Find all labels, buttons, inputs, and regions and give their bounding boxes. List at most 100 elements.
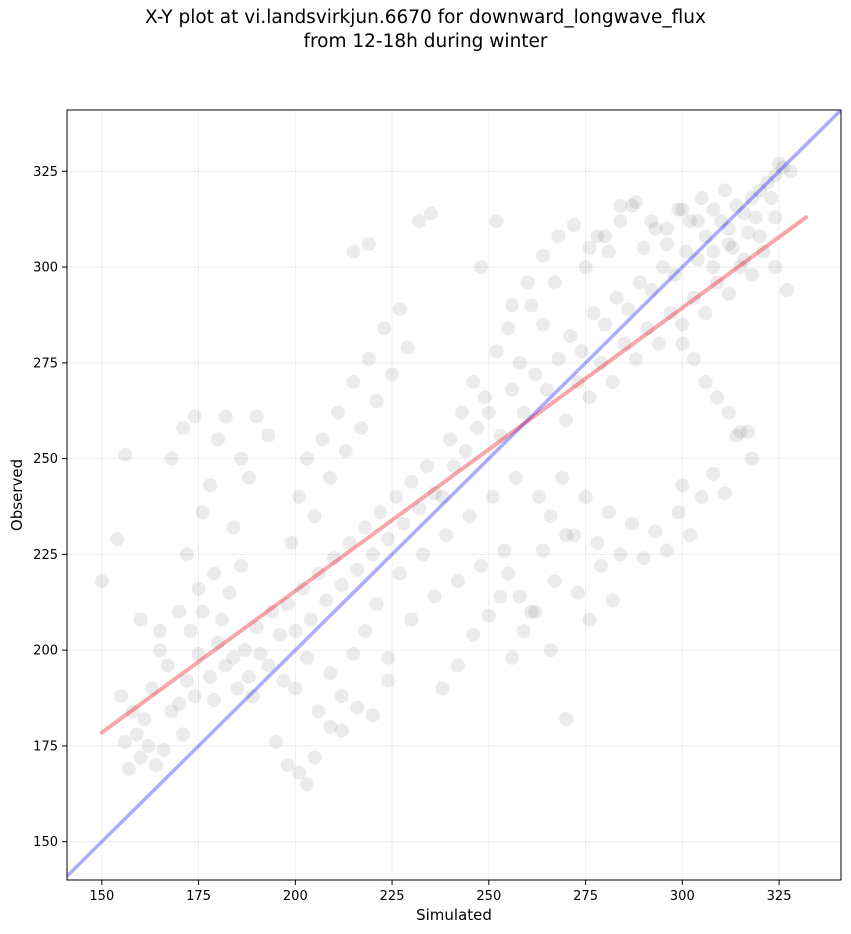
scatter-point (435, 489, 450, 504)
y-tick-label: 225 (33, 548, 58, 563)
scatter-point (528, 367, 543, 382)
scatter-point (280, 597, 295, 612)
scatter-point (400, 340, 415, 355)
scatter-point (733, 260, 748, 275)
scatter-point (721, 286, 736, 301)
scatter-point (636, 551, 651, 566)
scatter-point (721, 405, 736, 420)
scatter-point (377, 321, 392, 336)
scatter-point (597, 229, 612, 244)
x-tick-label: 250 (476, 889, 501, 904)
scatter-point (133, 612, 148, 627)
y-tick-label: 275 (33, 356, 58, 371)
scatter-point (149, 758, 164, 773)
scatter-point (307, 509, 322, 524)
scatter-point (501, 321, 516, 336)
scatter-point (334, 723, 349, 738)
scatter-point (427, 589, 442, 604)
x-tick-label: 175 (186, 889, 211, 904)
scatter-point (114, 689, 129, 704)
scatter-point (675, 336, 690, 351)
scatter-point (570, 585, 585, 600)
scatter-point (145, 681, 160, 696)
scatter-point (249, 620, 264, 635)
scatter-point (334, 578, 349, 593)
scatter-point (725, 240, 740, 255)
scatter-point (733, 424, 748, 439)
scatter-point (528, 604, 543, 619)
scatter-point (315, 432, 330, 447)
scatter-point (245, 689, 260, 704)
scatter-point (164, 451, 179, 466)
scatter-point (450, 574, 465, 589)
scatter-point (357, 623, 372, 638)
scatter-point (570, 374, 585, 389)
y-tick-label: 300 (33, 261, 58, 276)
scatter-point (760, 175, 775, 190)
scatter-point (183, 623, 198, 638)
scatter-point (94, 574, 109, 589)
y-tick-label: 325 (33, 165, 58, 180)
scatter-point (447, 459, 461, 474)
scatter-point (551, 352, 566, 367)
scatter-point (543, 509, 558, 524)
scatter-point (268, 735, 283, 750)
scatter-point (319, 593, 334, 608)
scatter-point (118, 447, 133, 462)
scatter-point (381, 650, 396, 665)
scatter-point (388, 489, 403, 504)
scatter-point (412, 501, 427, 516)
scatter-point (210, 635, 225, 650)
scatter-point (129, 727, 144, 742)
scatter-point (617, 336, 632, 351)
scatter-point (137, 712, 152, 727)
x-axis-label: Simulated (416, 906, 492, 924)
scatter-point (152, 643, 167, 658)
scatter-point (659, 237, 674, 252)
scatter-point (686, 352, 701, 367)
scatter-point (563, 329, 578, 344)
scatter-point (288, 681, 303, 696)
scatter-point (226, 650, 241, 665)
scatter-point (466, 627, 481, 642)
scatter-point (706, 244, 721, 259)
scatter-point (679, 244, 694, 259)
scatter-point (450, 658, 465, 673)
scatter-point (690, 214, 705, 229)
scatter-point (303, 612, 318, 627)
y-axis-label: Observed (8, 459, 26, 531)
scatter-point (396, 516, 411, 531)
scatter-point (261, 428, 276, 443)
scatter-point (597, 317, 612, 332)
chart-title: X-Y plot at vi.landsvirkjun.6670 for dow… (145, 7, 706, 52)
scatter-point (744, 451, 759, 466)
scatter-point (508, 470, 523, 485)
scatter-point (625, 516, 640, 531)
scatter-point (729, 198, 744, 213)
scatter-point (675, 317, 690, 332)
scatter-point (373, 505, 388, 520)
grid (67, 110, 841, 880)
scatter-point (729, 428, 744, 443)
scatter-point (516, 405, 531, 420)
scatter-point (613, 214, 628, 229)
scatter-point (385, 367, 400, 382)
scatter-point (783, 164, 798, 179)
scatter-point (566, 528, 581, 543)
scatter-point (466, 374, 481, 389)
scatter-point (628, 194, 643, 209)
scatter-point (721, 237, 736, 252)
scatter-point (361, 352, 376, 367)
scatter-point (578, 260, 593, 275)
scatter-point (632, 275, 647, 290)
scatter-point (775, 160, 790, 175)
scatter-point (582, 240, 597, 255)
scatter-point (659, 543, 674, 558)
scatter-point (536, 248, 551, 263)
scatter-point (768, 168, 783, 183)
scatter-point (559, 413, 574, 428)
scatter-point (327, 551, 342, 566)
scatter-point (307, 750, 322, 765)
scatter-point (238, 643, 253, 658)
scatter-point (605, 374, 620, 389)
